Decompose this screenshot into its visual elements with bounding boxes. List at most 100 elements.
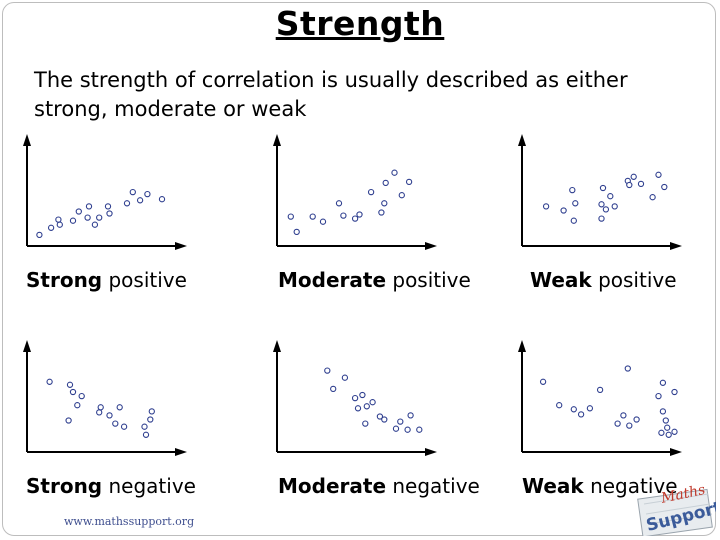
data-point bbox=[655, 392, 662, 400]
data-point bbox=[123, 200, 131, 207]
slide-title: Strength bbox=[275, 4, 445, 43]
data-point bbox=[369, 399, 376, 406]
caption-weak-negative: Weak negative bbox=[522, 474, 678, 498]
x-axis-arrow bbox=[425, 448, 437, 456]
caption-direction: negative bbox=[590, 474, 678, 498]
data-point bbox=[91, 221, 99, 228]
data-point bbox=[655, 171, 662, 178]
x-axis-arrow bbox=[670, 242, 682, 250]
panel-weak-positive bbox=[518, 134, 682, 250]
data-point bbox=[104, 203, 112, 210]
data-point bbox=[141, 423, 148, 430]
x-axis-arrow bbox=[175, 448, 187, 456]
data-point bbox=[560, 207, 567, 214]
y-axis-arrow bbox=[273, 340, 281, 352]
data-point bbox=[614, 420, 621, 427]
data-point bbox=[659, 379, 667, 386]
data-point bbox=[362, 420, 369, 427]
data-point bbox=[84, 214, 91, 221]
data-point bbox=[598, 215, 605, 222]
data-point bbox=[382, 179, 389, 187]
data-point bbox=[391, 169, 398, 176]
caption-strength: Weak bbox=[530, 268, 592, 292]
footer-url[interactable]: www.mathssupport.org bbox=[64, 515, 195, 528]
data-point bbox=[335, 200, 343, 207]
data-point bbox=[74, 402, 81, 409]
data-point bbox=[324, 367, 331, 374]
data-point bbox=[376, 413, 384, 420]
caption-direction: negative bbox=[392, 474, 480, 498]
data-point bbox=[96, 214, 103, 221]
data-point bbox=[56, 221, 63, 228]
data-point bbox=[569, 186, 576, 194]
data-point bbox=[633, 416, 640, 423]
data-point bbox=[55, 216, 62, 223]
data-point bbox=[539, 378, 547, 385]
data-point bbox=[664, 424, 671, 431]
data-point bbox=[85, 203, 93, 210]
data-point bbox=[106, 412, 113, 419]
data-point bbox=[330, 385, 337, 393]
data-point bbox=[630, 173, 637, 180]
data-point bbox=[293, 228, 300, 236]
data-point bbox=[354, 405, 362, 412]
data-point bbox=[78, 392, 85, 400]
panel-strong-negative bbox=[23, 340, 187, 456]
data-point bbox=[671, 388, 678, 396]
caption-direction: positive bbox=[598, 268, 677, 292]
data-point bbox=[97, 404, 104, 411]
caption-strength: Strong bbox=[26, 268, 103, 292]
caption-direction: positive bbox=[108, 268, 187, 292]
caption-strength: Moderate bbox=[278, 268, 387, 292]
data-point bbox=[96, 409, 103, 416]
data-point bbox=[65, 417, 72, 424]
data-point bbox=[405, 178, 413, 186]
data-point bbox=[649, 194, 656, 201]
data-point bbox=[397, 418, 404, 425]
data-point bbox=[106, 210, 113, 217]
data-point bbox=[662, 417, 669, 424]
data-point bbox=[287, 213, 294, 220]
x-axis-arrow bbox=[425, 242, 437, 250]
data-point bbox=[69, 217, 77, 224]
data-point bbox=[671, 428, 678, 435]
data-point bbox=[658, 429, 665, 436]
data-point bbox=[392, 425, 400, 432]
data-point bbox=[147, 416, 154, 423]
data-point bbox=[598, 201, 605, 208]
caption-direction: negative bbox=[108, 474, 196, 498]
caption-moderate-positive: Moderate positive bbox=[278, 268, 471, 292]
data-point bbox=[66, 381, 74, 388]
data-point bbox=[351, 394, 359, 402]
data-point bbox=[148, 408, 155, 415]
panel-weak-negative bbox=[518, 340, 682, 456]
data-point bbox=[144, 190, 151, 198]
panel-moderate-negative bbox=[273, 340, 437, 456]
intro-text: The strength of correlation is usually d… bbox=[34, 68, 628, 121]
data-point bbox=[378, 209, 385, 216]
data-point bbox=[381, 416, 388, 423]
data-point bbox=[556, 402, 563, 409]
data-point bbox=[572, 200, 579, 207]
data-point bbox=[359, 391, 366, 399]
data-point bbox=[577, 411, 585, 418]
data-point bbox=[309, 213, 316, 220]
y-axis-arrow bbox=[518, 340, 526, 352]
data-point bbox=[158, 196, 166, 203]
data-point bbox=[407, 412, 414, 419]
data-point bbox=[611, 203, 618, 210]
data-point bbox=[341, 374, 349, 381]
data-point bbox=[620, 412, 627, 419]
data-point bbox=[570, 217, 577, 224]
data-point bbox=[607, 193, 614, 200]
data-point bbox=[602, 206, 610, 213]
data-point bbox=[586, 405, 594, 412]
caption-strength: Weak bbox=[522, 474, 584, 498]
data-point bbox=[570, 406, 577, 413]
data-point bbox=[129, 188, 136, 196]
data-point bbox=[398, 192, 405, 199]
x-axis-arrow bbox=[670, 448, 682, 456]
panel-moderate-positive bbox=[273, 134, 437, 250]
panel-strong-positive bbox=[23, 134, 187, 250]
